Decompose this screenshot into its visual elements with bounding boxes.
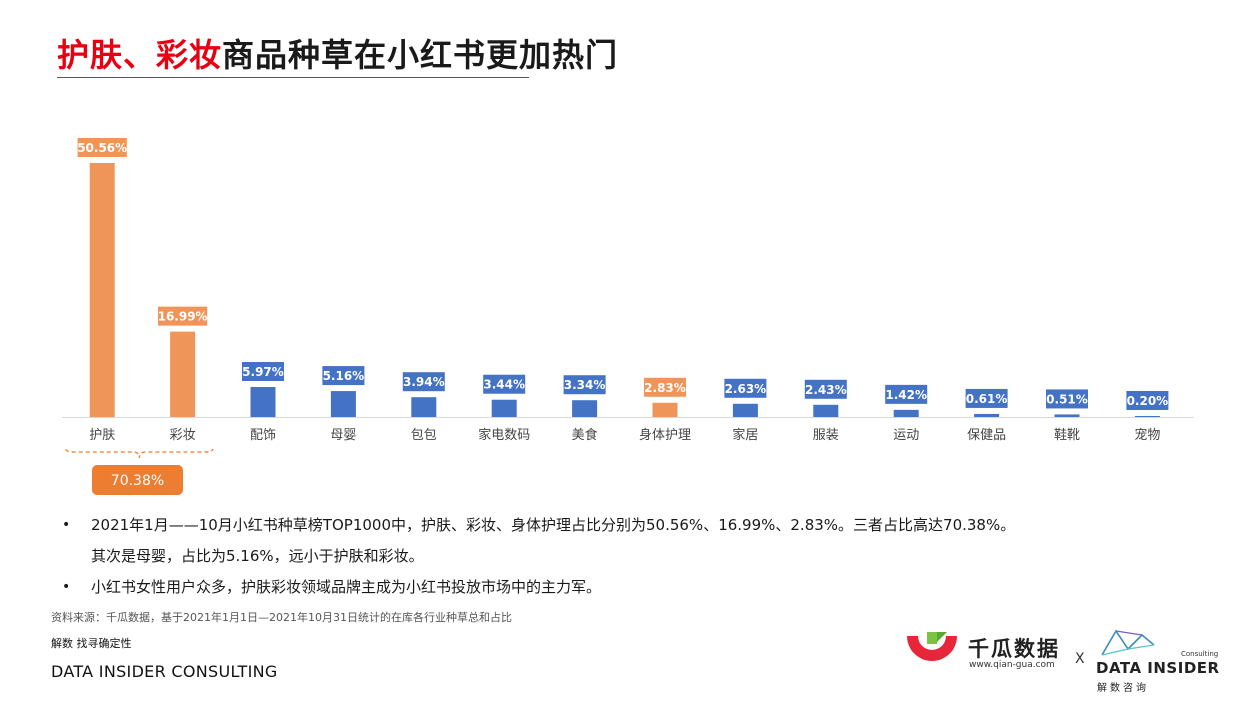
data-label: 3.34% [564, 378, 606, 392]
data-label: 5.97% [242, 365, 284, 379]
data-label: 16.99% [158, 310, 208, 324]
data-label: 2.63% [725, 382, 767, 396]
bar-服装 [813, 404, 839, 417]
logo-separator: X [1075, 651, 1085, 667]
x-tick-label: 宠物 [1134, 427, 1160, 443]
x-tick-label: 身体护理 [639, 427, 691, 443]
notes-list: • 2021年1月——10月小红书种草榜TOP1000中，护肤、彩妆、身体护理占… [60, 510, 1210, 603]
data-label: 1.42% [885, 388, 927, 402]
company-name: DATA INSIDER CONSULTING [51, 662, 278, 681]
bar-家居 [732, 403, 758, 417]
data-label-bg [402, 372, 445, 392]
bar-身体护理 [652, 402, 678, 417]
callout-box [92, 465, 183, 495]
bar-彩妆 [170, 331, 196, 417]
di-name: DATA INSIDER [1096, 659, 1220, 677]
data-label: 0.51% [1046, 392, 1088, 406]
x-tick-label: 美食 [572, 427, 598, 443]
data-label-bg [724, 378, 767, 398]
source-note: 资料来源：千瓜数据，基于2021年1月1日—2021年10月31日统计的在库各行… [51, 611, 512, 624]
x-tick-label: 服装 [813, 428, 839, 443]
callout-bracket [65, 448, 214, 459]
note-continuation: 其次是母婴，占比为5.16%，远小于护肤和彩妆。 [91, 547, 424, 565]
x-tick-label: 运动 [893, 428, 919, 443]
title-underline [57, 77, 529, 78]
bar-护肤 [89, 163, 115, 417]
note-text: 小红书女性用户众多，护肤彩妆领域品牌主成为小红书投放市场中的主力军。 [91, 578, 602, 596]
qiangua-logo-icon [907, 632, 957, 661]
bar-母婴 [330, 391, 356, 417]
data-label-bg [1046, 389, 1088, 409]
x-tick-label: 家电数码 [478, 427, 530, 443]
data-label: 3.94% [403, 375, 445, 389]
bar-运动 [893, 409, 919, 417]
bullet-dot: • [62, 579, 71, 595]
x-tick-label: 保健品 [967, 428, 1006, 443]
bar-配饰 [250, 387, 276, 417]
data-label: 50.56% [77, 141, 127, 155]
data-label-bg [885, 384, 928, 404]
bar-家电数码 [491, 399, 517, 417]
data-label-bg [322, 366, 365, 386]
data-label: 0.20% [1127, 394, 1169, 408]
bar-chart: 50.56% 护肤 16.99% 彩妆 5.97% 配饰 5.16% 母婴 3.94% 包包 3.4… [62, 138, 1194, 495]
qiangua-url: www.qian-gua.com [969, 660, 1055, 670]
data-label-bg [965, 388, 1008, 408]
x-tick-label: 家居 [732, 427, 758, 443]
data-label-bg [644, 377, 686, 397]
data-label-bg [242, 362, 284, 382]
data-label: 2.83% [644, 381, 686, 395]
data-label: 2.43% [805, 383, 847, 397]
di-consulting-label: Consulting [1181, 650, 1219, 658]
data-insider-logo-icon [1101, 629, 1155, 656]
x-tick-label: 鞋靴 [1054, 427, 1080, 443]
bar-保健品 [974, 413, 1000, 417]
data-label-bg [804, 379, 847, 399]
di-sub: 解数咨询 [1097, 683, 1149, 694]
data-label: 3.44% [483, 378, 525, 392]
note-item: • 小红书女性用户众多，护肤彩妆领域品牌主成为小红书投放市场中的主力军。 [60, 572, 1210, 603]
bar-美食 [572, 400, 598, 417]
data-label-bg [483, 374, 526, 394]
bar-鞋靴 [1054, 414, 1080, 417]
x-tick-label: 配饰 [250, 428, 276, 443]
tagline: 解数 找寻确定性 [51, 637, 132, 650]
bullet-dot: • [62, 517, 71, 533]
callout-label: 70.38% [111, 473, 164, 489]
x-tick-label: 母婴 [330, 428, 356, 443]
data-label-bg [158, 306, 208, 326]
note-item: • 2021年1月——10月小红书种草榜TOP1000中，护肤、彩妆、身体护理占… [60, 510, 1210, 541]
data-label: 0.61% [966, 392, 1008, 406]
page-title: 护肤、彩妆商品种草在小红书更加热门 [57, 30, 618, 76]
data-label-bg [1126, 390, 1169, 410]
data-label-bg [563, 375, 606, 395]
note-text: 2021年1月——10月小红书种草榜TOP1000中，护肤、彩妆、身体护理占比分… [91, 516, 1016, 534]
bar-宠物 [1134, 415, 1160, 417]
x-tick-label: 护肤 [89, 428, 115, 443]
x-tick-label: 彩妆 [170, 428, 196, 443]
qiangua-name: 千瓜数据 [968, 637, 1060, 661]
x-tick-label: 包包 [411, 428, 437, 443]
data-label-bg [77, 138, 127, 157]
title-rest: 商品种草在小红书更加热门 [222, 36, 619, 74]
title-highlight: 护肤、彩妆 [57, 36, 223, 74]
data-label: 5.16% [323, 369, 365, 383]
bar-包包 [411, 397, 437, 417]
